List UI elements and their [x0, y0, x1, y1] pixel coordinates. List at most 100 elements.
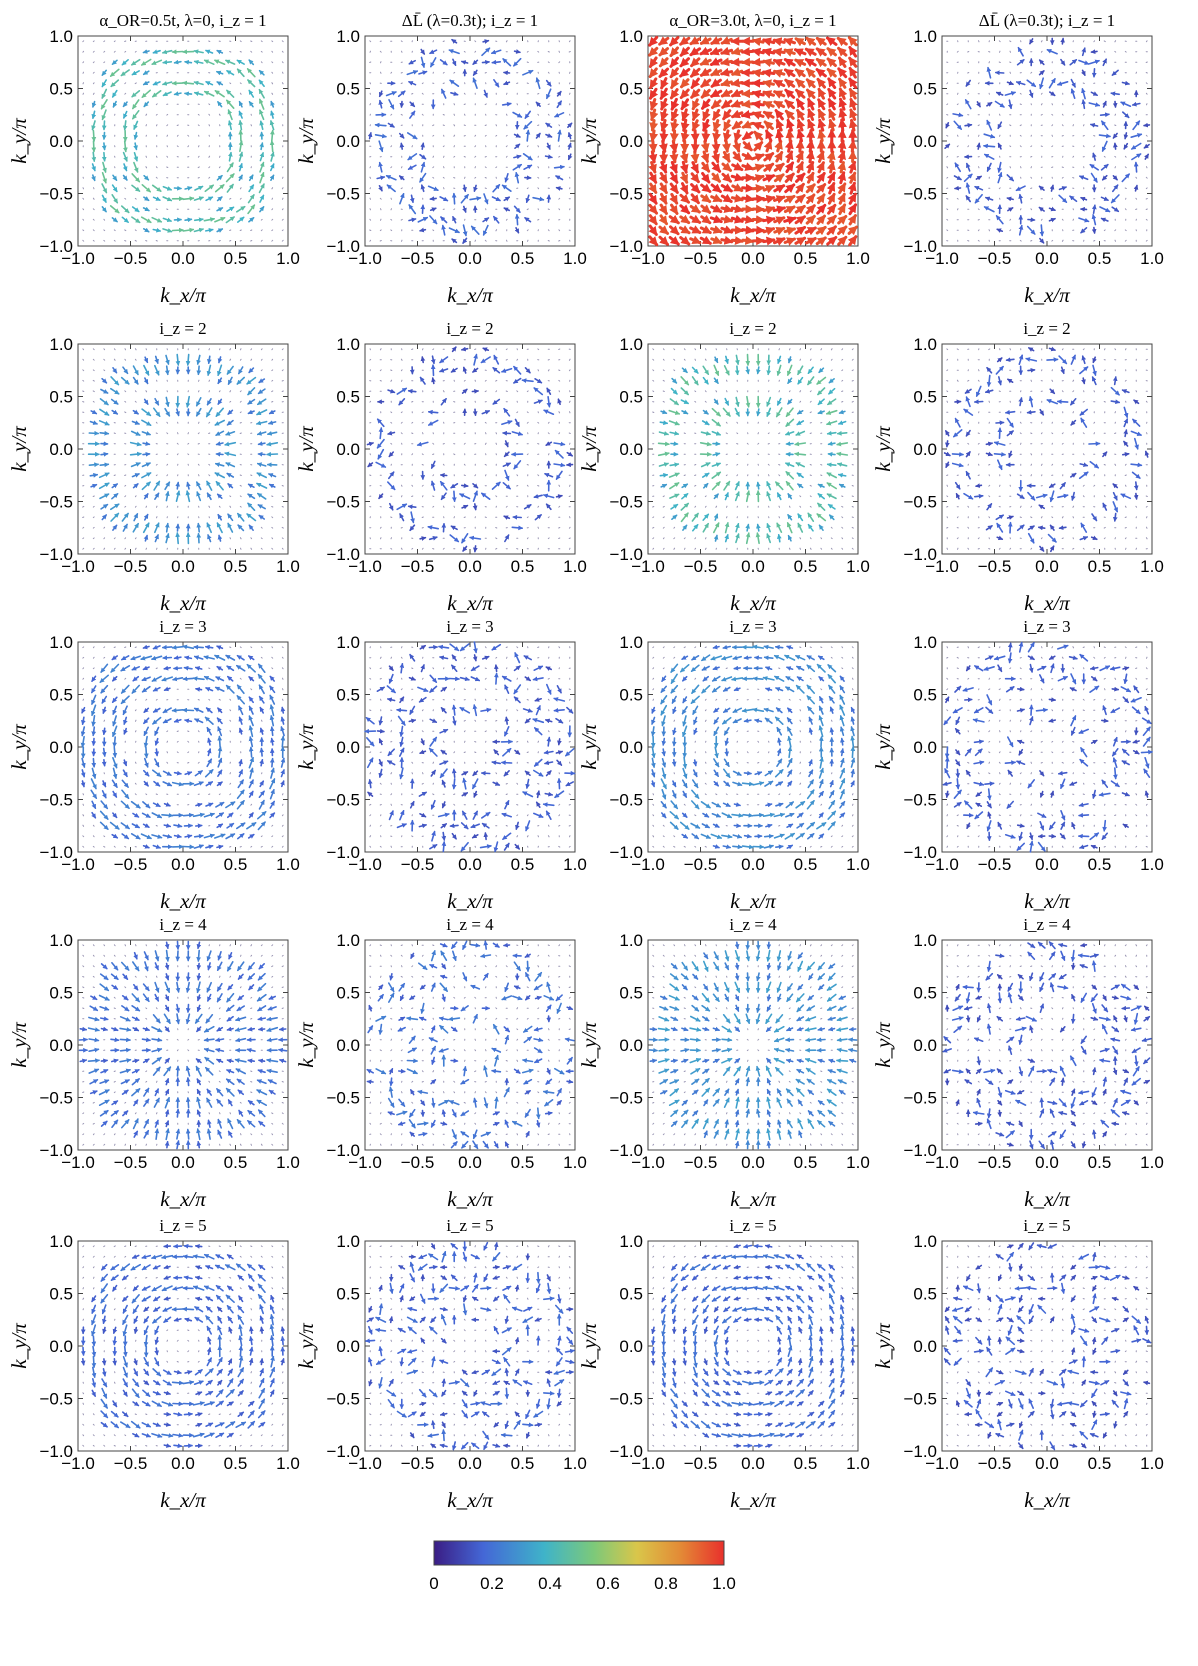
- vector-arrow: [260, 218, 263, 221]
- vector-arrow: [472, 704, 478, 717]
- vector-arrow: [1068, 655, 1078, 661]
- vector-arrow: [546, 736, 552, 747]
- vector-arrow: [400, 113, 403, 116]
- vector-arrow: [386, 685, 396, 694]
- vector-arrow: [1112, 142, 1118, 150]
- vector-arrow: [762, 184, 775, 194]
- vector-arrow: [711, 418, 721, 427]
- vector-arrow: [132, 99, 140, 110]
- vector-arrow: [207, 534, 212, 543]
- vector-arrow: [98, 482, 110, 490]
- vector-arrow: [396, 503, 408, 511]
- vector-arrow: [464, 176, 466, 179]
- vector-arrow: [773, 654, 785, 661]
- vector-arrow: [827, 503, 836, 510]
- vector-arrow: [730, 225, 744, 235]
- vector-arrow: [851, 358, 854, 361]
- vector-arrow: [229, 505, 232, 508]
- x-tick-label: 0.0: [171, 557, 195, 576]
- vector-arrow: [248, 705, 254, 715]
- vector-arrow: [805, 149, 815, 164]
- vector-arrow: [1130, 430, 1142, 436]
- vector-arrow: [1058, 355, 1068, 365]
- vector-arrow: [711, 150, 720, 164]
- vector-arrow: [428, 535, 438, 541]
- vector-arrow: [827, 821, 836, 831]
- vector-arrow: [154, 737, 160, 746]
- vector-arrow: [986, 374, 992, 387]
- vector-arrow: [502, 430, 512, 436]
- vector-arrow: [176, 124, 179, 126]
- vector-arrow: [837, 235, 848, 246]
- vector-arrow: [156, 547, 158, 550]
- vector-arrow: [390, 656, 392, 659]
- vector-arrow: [816, 821, 827, 830]
- vector-arrow: [658, 192, 668, 205]
- vector-arrow: [260, 61, 263, 64]
- panel-title: α_OR=0.5t, λ=0, i_z = 1: [99, 11, 266, 30]
- vector-arrow: [710, 193, 723, 203]
- vector-arrow: [784, 654, 796, 661]
- vector-arrow: [247, 387, 256, 396]
- vector-arrow: [661, 737, 667, 746]
- vector-arrow: [799, 698, 802, 701]
- vector-arrow: [512, 163, 523, 171]
- vector-arrow: [195, 407, 202, 417]
- vector-arrow: [967, 51, 970, 53]
- vector-arrow: [807, 366, 814, 375]
- vector-arrow: [214, 217, 226, 223]
- vector-arrow: [369, 176, 372, 179]
- vector-arrow: [142, 80, 150, 86]
- vector-arrow: [218, 698, 221, 701]
- vector-arrow: [998, 814, 1001, 816]
- vector-arrow: [524, 110, 532, 119]
- vector-arrow: [1027, 525, 1035, 531]
- vector-arrow: [236, 654, 245, 661]
- vector-arrow: [657, 451, 670, 457]
- vector-arrow: [484, 187, 487, 189]
- vector-arrow: [700, 150, 710, 164]
- vector-arrow: [1103, 40, 1106, 43]
- vector-arrow: [516, 82, 519, 84]
- vector-arrow: [432, 761, 434, 764]
- vector-arrow: [248, 524, 254, 532]
- vector-arrow: [669, 493, 680, 499]
- vector-arrow: [526, 61, 529, 63]
- vector-arrow: [91, 737, 97, 746]
- vector-arrow: [527, 740, 529, 743]
- vector-arrow: [388, 810, 394, 821]
- vector-arrow: [248, 715, 254, 727]
- vector-arrow: [679, 36, 691, 46]
- vector-arrow: [1146, 782, 1148, 785]
- vector-arrow: [681, 705, 688, 715]
- vector-arrow: [1124, 516, 1127, 518]
- vector-arrow: [506, 709, 508, 712]
- vector-arrow: [113, 688, 116, 691]
- vector-arrow: [776, 748, 782, 757]
- vector-arrow: [505, 793, 508, 795]
- x-tick-label: 1.0: [1140, 855, 1164, 874]
- vector-arrow: [1080, 196, 1088, 202]
- vector-arrow: [258, 799, 265, 810]
- vector-arrow: [702, 376, 709, 385]
- vector-arrow: [795, 832, 805, 840]
- vector-arrow: [256, 482, 268, 489]
- vector-arrow: [217, 101, 223, 108]
- panel-title: ΔL̄ (λ=0.3t); i_z = 1: [979, 11, 1115, 30]
- vector-arrow: [683, 537, 686, 540]
- vector-arrow: [788, 698, 791, 701]
- vector-arrow: [556, 759, 563, 766]
- vector-arrow: [1098, 133, 1111, 139]
- vector-arrow: [1146, 432, 1148, 435]
- vector-arrow: [952, 429, 963, 438]
- vector-arrow: [176, 730, 179, 732]
- y-tick-label: 1.0: [49, 27, 73, 46]
- vector-arrow: [784, 88, 796, 99]
- vector-arrow: [430, 769, 437, 777]
- vector-arrow: [250, 124, 252, 127]
- vector-arrow: [229, 846, 232, 848]
- vector-arrow: [452, 215, 457, 224]
- vector-arrow: [702, 118, 711, 132]
- vector-arrow: [648, 161, 657, 174]
- vector-arrow: [767, 761, 770, 764]
